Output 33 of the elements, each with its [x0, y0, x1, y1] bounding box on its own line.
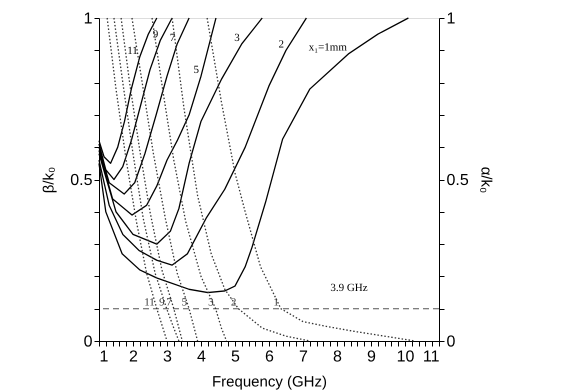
y-tick-label: 0: [84, 334, 93, 350]
series-label: 7: [166, 296, 172, 309]
y-tick-label: 0.5: [70, 172, 93, 189]
series-label: 11: [127, 44, 138, 57]
x-tick-label: 2: [129, 348, 138, 366]
x-tick-label: 6: [265, 348, 274, 366]
x-tick-label: 5: [231, 348, 240, 366]
x-tick-label: 7: [299, 348, 308, 366]
series-label: 7: [170, 32, 176, 44]
series-label: 11: [144, 296, 155, 309]
x-tick-label: 10: [396, 348, 414, 366]
series-label: x₁=1mm: [308, 42, 348, 54]
x-tick-label: 8: [333, 348, 342, 366]
x-tick-label: 3: [163, 348, 172, 366]
y2-tick-label: 0.5: [446, 172, 469, 189]
series-label: 5: [194, 64, 200, 76]
series-label: 5: [182, 296, 188, 309]
x-tick-label: 9: [367, 348, 376, 366]
series-label: 9: [159, 296, 166, 309]
y-tick-label: 1: [84, 10, 93, 28]
series-label: 2: [278, 38, 284, 50]
y2-tick-label: 0: [446, 334, 456, 350]
x-axis-title: Frequency (GHz): [212, 374, 328, 390]
x-tick-label: 1: [100, 348, 108, 366]
x-tick-label: 11: [422, 348, 440, 366]
y2-tick-label: 1: [446, 10, 456, 28]
series-label: 3: [208, 296, 214, 309]
y2-axis-title: α/k₀: [478, 166, 495, 194]
series-label: 9: [152, 28, 159, 41]
y-axis-title: β/k₀: [40, 166, 58, 194]
series-label: 3: [234, 32, 240, 44]
annotation: 3.9 GHz: [330, 282, 368, 294]
x-tick-label: 4: [197, 348, 206, 366]
